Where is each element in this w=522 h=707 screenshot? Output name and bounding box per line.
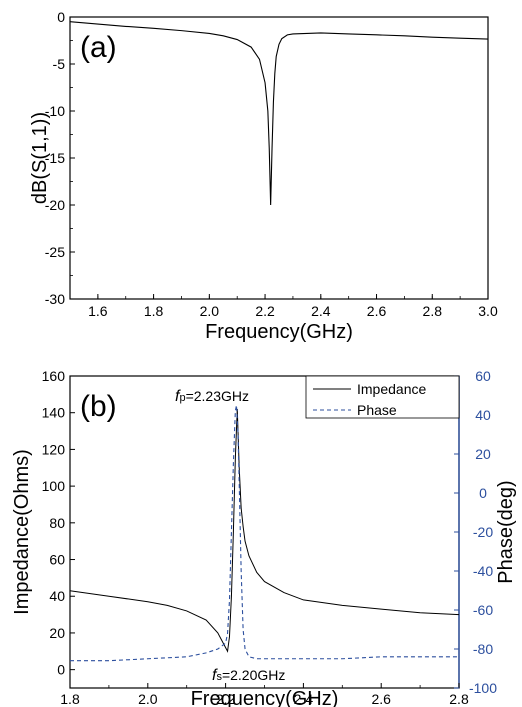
y-tick-label: 0	[57, 9, 65, 25]
y-right-tick-label: -80	[473, 641, 493, 657]
x-ticks: 1.8 2.0 2.2 2.4 2.6 2.8	[60, 683, 469, 707]
y-tick-label: 80	[49, 515, 65, 531]
panel-label: (a)	[80, 31, 117, 64]
y-ticks-left: 0 20 40 60 80 100 120 140 160	[42, 368, 75, 678]
y-tick-label: 20	[49, 625, 65, 641]
y-right-tick-label: -100	[469, 680, 497, 696]
y-tick-label: 40	[49, 588, 65, 604]
y-tick-label: -15	[45, 150, 65, 166]
y-tick-label: 0	[57, 662, 65, 678]
fs-value: =2.20GHz	[222, 667, 285, 683]
x-tick-label: 2.4	[294, 691, 314, 707]
x-tick-label: 2.0	[138, 691, 158, 707]
y-axis-title-left: Impedance(Ohms)	[11, 449, 33, 615]
y-tick-label: -5	[53, 56, 66, 72]
fs-symbol: f	[212, 667, 218, 684]
plot-frame	[69, 16, 489, 300]
panel-label: (b)	[80, 390, 117, 423]
y-ticks-right: 60 40 20 0 -20 -40 -60 -80 -100	[454, 368, 497, 696]
legend: Impedance Phase	[305, 375, 460, 419]
plot-frame	[69, 375, 460, 689]
x-tick-label: 2.8	[449, 691, 469, 707]
x-axis-title: Frequency(GHz)	[191, 688, 339, 707]
y-tick-label: -10	[45, 103, 65, 119]
y-tick-label: -30	[45, 291, 65, 307]
x-tick-label: 2.8	[423, 303, 443, 319]
y-right-tick-label: -40	[473, 563, 493, 579]
x-tick-label: 2.6	[371, 691, 391, 707]
y-tick-label: 140	[42, 405, 66, 421]
s11-series-line	[69, 21, 489, 206]
x-tick-label: 3.0	[478, 303, 498, 319]
y-right-tick-label: -20	[473, 524, 493, 540]
x-tick-label: 1.6	[88, 303, 108, 319]
y-tick-label: 60	[49, 552, 65, 568]
x-axis-title: Frequency(GHz)	[205, 321, 353, 343]
y-right-tick-label: 0	[479, 485, 487, 501]
panel-a: 1.6 1.8 2.0 2.2 2.4 2.6 2.8 3.0 0 -5 -10 -15 -20 -25…	[29, 9, 498, 343]
x-tick-label: 2.4	[311, 303, 331, 319]
panel-b: 1.8 2.0 2.2 2.4 2.6 2.8 0 20 40 60 80 100 120 140 160…	[11, 368, 517, 707]
y-ticks: 0 -5 -10 -15 -20 -25 -30	[45, 9, 75, 307]
fp-symbol: f	[175, 388, 181, 405]
fp-value: =2.23GHz	[186, 388, 249, 404]
fs-subscript: s	[216, 671, 222, 683]
y-tick-label: -25	[45, 244, 65, 260]
x-ticks: 1.6 1.8 2.0 2.2 2.4 2.6 2.8 3.0	[69, 294, 498, 319]
x-tick-label: 2.0	[200, 303, 220, 319]
x-tick-label: 2.2	[255, 303, 275, 319]
impedance-series-line	[69, 409, 460, 653]
fp-subscript: p	[179, 392, 185, 404]
legend-phase-label: Phase	[357, 402, 397, 418]
x-tick-label: 2.2	[216, 691, 236, 707]
fs-annotation: fs=2.20GHz	[212, 667, 285, 684]
y-right-tick-label: 20	[475, 446, 491, 462]
y-axis-title-right: Phase(deg)	[495, 480, 517, 583]
legend-impedance-label: Impedance	[357, 381, 426, 397]
y-tick-label: 160	[42, 368, 66, 384]
y-right-tick-label: 60	[475, 368, 491, 384]
fp-annotation: fp=2.23GHz	[175, 388, 249, 405]
legend-box	[305, 375, 460, 419]
x-tick-label: 2.6	[367, 303, 387, 319]
y-tick-label: -20	[45, 197, 65, 213]
y-tick-label: 100	[42, 478, 66, 494]
phase-series-line	[70, 405, 459, 662]
y-axis-title: dB(S(1,1))	[29, 112, 51, 204]
y-right-tick-label: 40	[475, 407, 491, 423]
x-tick-label: 1.8	[144, 303, 164, 319]
y-right-tick-label: -60	[473, 602, 493, 618]
x-tick-label: 1.8	[60, 691, 80, 707]
y-tick-label: 120	[42, 441, 66, 457]
